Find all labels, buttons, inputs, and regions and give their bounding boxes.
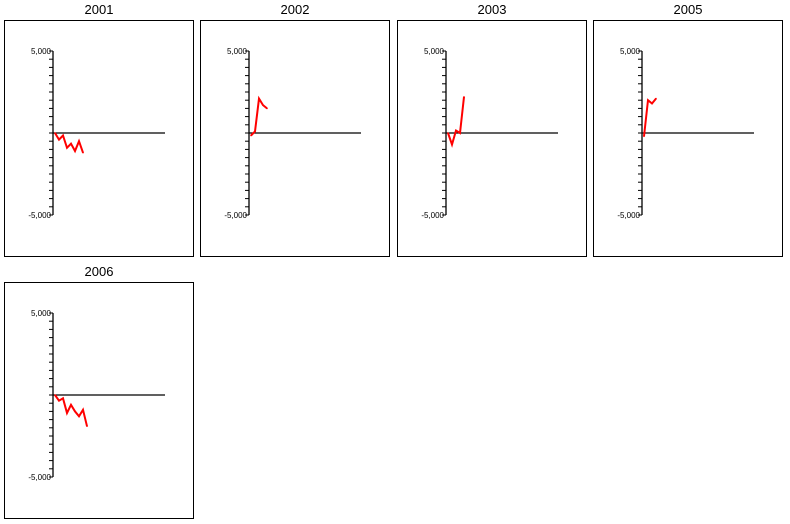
- y-tick-label: 5,000: [31, 309, 52, 318]
- data-point: [266, 107, 268, 110]
- data-point: [58, 399, 60, 402]
- data-point: [459, 132, 461, 134]
- data-point: [463, 96, 465, 98]
- chart-panel: 2005 5,000 -5,000: [593, 0, 783, 257]
- chart-title: 2001: [84, 2, 114, 17]
- y-tick-label: 5,000: [227, 47, 248, 56]
- y-tick-label: -5,000: [28, 211, 51, 220]
- chart-panel: 2003 5,000 -5,000: [397, 0, 587, 257]
- plot-frame: 5,000 -5,000: [4, 282, 194, 519]
- data-point: [82, 151, 84, 154]
- plot-frame: 5,000 -5,000: [593, 20, 783, 257]
- series-line: [643, 97, 657, 137]
- chart-panel: 2006 5,000 -5,000: [4, 262, 194, 519]
- chart-panel: 2001 5,000 -5,000: [4, 0, 194, 257]
- data-point: [86, 425, 88, 427]
- series-line: [54, 394, 88, 427]
- data-point: [651, 102, 653, 105]
- data-point: [66, 146, 68, 149]
- y-tick-label: -5,000: [617, 211, 640, 220]
- data-point: [254, 130, 256, 133]
- data-point: [78, 140, 80, 142]
- data-point: [451, 143, 453, 146]
- data-point: [58, 138, 60, 141]
- y-tick-label: -5,000: [421, 211, 444, 220]
- plot-frame: 5,000 -5,000: [397, 20, 587, 257]
- chart-panel: 2002 5,000 -5,000: [200, 0, 390, 257]
- plot-svg: 5,000 -5,000: [28, 309, 165, 482]
- data-point: [66, 412, 68, 414]
- data-point: [455, 129, 457, 132]
- data-point: [647, 99, 649, 101]
- plot-frame: 5,000 -5,000: [200, 20, 390, 257]
- data-point: [82, 408, 84, 411]
- series-line: [54, 132, 84, 154]
- data-point: [250, 134, 252, 137]
- data-point: [74, 410, 76, 413]
- data-point: [258, 97, 260, 100]
- data-point: [643, 135, 645, 138]
- data-point: [78, 415, 80, 418]
- data-point: [62, 134, 64, 137]
- chart-title: 2002: [280, 2, 310, 17]
- data-point: [54, 394, 56, 396]
- data-point: [70, 404, 72, 406]
- data-point: [262, 104, 264, 106]
- data-point: [74, 150, 76, 152]
- plot-svg: 5,000 -5,000: [421, 47, 558, 220]
- series-line: [447, 96, 465, 148]
- y-tick-label: -5,000: [28, 473, 51, 482]
- plot-svg: 5,000 -5,000: [28, 47, 165, 220]
- series-line: [250, 95, 268, 137]
- y-tick-label: 5,000: [31, 47, 52, 56]
- chart-title: 2005: [673, 2, 703, 17]
- plot-svg: 5,000 -5,000: [224, 47, 361, 220]
- chart-title: 2003: [477, 2, 507, 17]
- data-point: [70, 142, 72, 145]
- plot-frame: 5,000 -5,000: [4, 20, 194, 257]
- chart-title: 2006: [84, 264, 114, 279]
- data-point: [62, 397, 64, 400]
- data-point: [54, 132, 56, 134]
- y-tick-label: 5,000: [424, 47, 445, 56]
- data-point: [655, 97, 657, 100]
- y-tick-label: -5,000: [224, 211, 247, 220]
- y-tick-label: 5,000: [620, 47, 641, 56]
- data-point: [447, 132, 449, 134]
- plot-svg: 5,000 -5,000: [617, 47, 754, 220]
